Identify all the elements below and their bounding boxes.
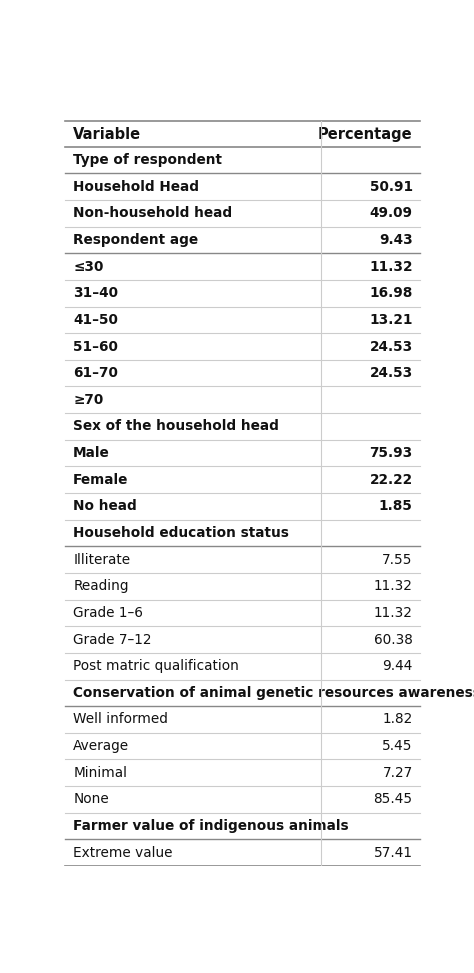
Text: Household Head: Household Head [73,180,199,194]
Text: 24.53: 24.53 [369,340,413,353]
Text: Reading: Reading [73,579,129,594]
Bar [65,414,420,440]
Text: No head: No head [73,499,137,514]
Text: 50.91: 50.91 [370,180,413,194]
Bar [65,386,420,414]
Text: 1.85: 1.85 [379,499,413,514]
Text: Conservation of animal genetic resources awareness: Conservation of animal genetic resources… [73,686,474,700]
Bar [65,627,420,653]
Text: 16.98: 16.98 [369,286,413,301]
Text: 22.22: 22.22 [370,473,413,486]
Text: Variable: Variable [73,126,141,141]
Text: None: None [73,792,109,807]
Bar [65,306,420,333]
Text: Farmer value of indigenous animals: Farmer value of indigenous animals [73,819,349,833]
Text: 11.32: 11.32 [369,260,413,273]
Bar [65,573,420,599]
Bar [65,280,420,306]
Bar [65,733,420,759]
Bar [65,812,420,840]
Text: Percentage: Percentage [318,126,413,141]
Text: Well informed: Well informed [73,712,168,727]
Bar [65,786,420,812]
Bar [65,759,420,786]
Bar [65,440,420,466]
Text: 7.55: 7.55 [382,553,413,566]
Text: 41–50: 41–50 [73,313,118,327]
Text: Grade 1–6: Grade 1–6 [73,606,143,620]
Text: 1.82: 1.82 [383,712,413,727]
Text: 51–60: 51–60 [73,340,118,353]
Text: 49.09: 49.09 [370,206,413,220]
Bar [65,706,420,733]
Bar [65,360,420,386]
Bar [65,333,420,360]
Text: Post matric qualification: Post matric qualification [73,659,239,673]
Text: 5.45: 5.45 [382,739,413,753]
Text: Non-household head: Non-household head [73,206,232,220]
Text: 60.38: 60.38 [374,632,413,646]
Text: Household education status: Household education status [73,526,289,540]
Bar [65,200,420,227]
Text: 75.93: 75.93 [369,446,413,460]
Text: Respondent age: Respondent age [73,233,198,247]
Text: Illiterate: Illiterate [73,553,130,566]
Text: Minimal: Minimal [73,766,127,779]
Text: 7.27: 7.27 [383,766,413,779]
Bar [65,679,420,706]
Text: ≥70: ≥70 [73,393,103,407]
Bar [65,227,420,253]
Bar [65,173,420,200]
Text: Extreme value: Extreme value [73,846,173,860]
Bar [65,546,420,573]
Text: Type of respondent: Type of respondent [73,153,222,167]
Text: ≤30: ≤30 [73,260,104,273]
Bar [65,520,420,546]
Text: 11.32: 11.32 [374,606,413,620]
Text: Grade 7–12: Grade 7–12 [73,632,152,646]
Bar [65,253,420,280]
Text: 9.44: 9.44 [382,659,413,673]
Bar [65,466,420,493]
Text: 13.21: 13.21 [369,313,413,327]
Text: Average: Average [73,739,129,753]
Bar [65,122,420,147]
Text: 11.32: 11.32 [374,579,413,594]
Text: 24.53: 24.53 [369,366,413,380]
Bar [65,493,420,520]
Text: 57.41: 57.41 [374,846,413,860]
Text: 61–70: 61–70 [73,366,118,380]
Text: Sex of the household head: Sex of the household head [73,419,279,433]
Bar [65,599,420,627]
Text: Female: Female [73,473,128,486]
Text: Male: Male [73,446,110,460]
Text: 9.43: 9.43 [379,233,413,247]
Text: 31–40: 31–40 [73,286,118,301]
Bar [65,840,420,866]
Text: 85.45: 85.45 [374,792,413,807]
Bar [65,147,420,173]
Bar [65,653,420,679]
